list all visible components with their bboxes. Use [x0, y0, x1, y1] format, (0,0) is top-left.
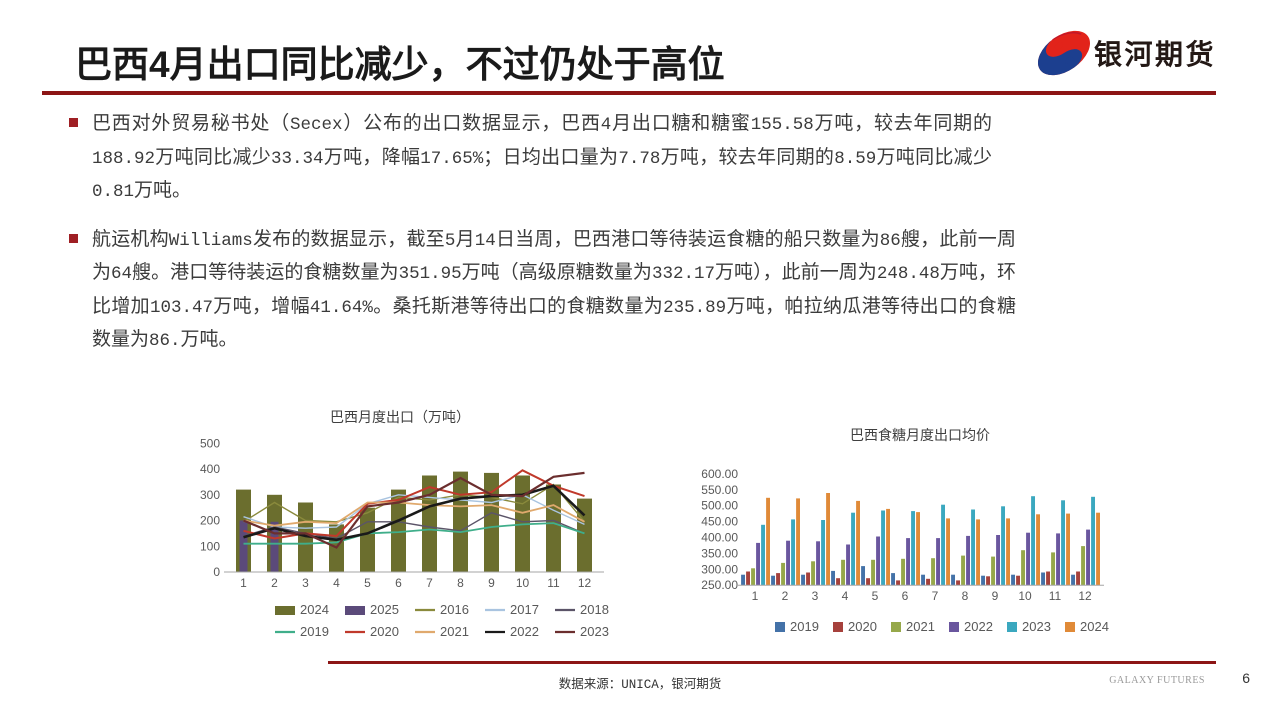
svg-text:3: 3 [812, 589, 819, 603]
svg-text:9: 9 [488, 576, 495, 590]
svg-text:11: 11 [547, 576, 560, 590]
svg-text:2019: 2019 [300, 624, 329, 639]
svg-text:8: 8 [962, 589, 969, 603]
svg-text:2020: 2020 [848, 619, 877, 634]
svg-text:550.00: 550.00 [701, 483, 738, 497]
svg-text:2018: 2018 [580, 602, 609, 617]
svg-text:2024: 2024 [300, 602, 329, 617]
svg-text:2023: 2023 [1022, 619, 1051, 634]
svg-text:巴西月度出口（万吨）: 巴西月度出口（万吨） [330, 409, 470, 425]
svg-text:2024: 2024 [1080, 619, 1109, 634]
svg-text:2019: 2019 [790, 619, 819, 634]
svg-text:300: 300 [200, 488, 220, 502]
svg-text:2016: 2016 [440, 602, 469, 617]
svg-text:4: 4 [842, 589, 849, 603]
svg-text:11: 11 [1049, 589, 1062, 603]
svg-text:6: 6 [902, 589, 909, 603]
svg-text:200: 200 [200, 514, 220, 528]
svg-text:2023: 2023 [580, 624, 609, 639]
svg-text:1: 1 [240, 576, 247, 590]
svg-text:2017: 2017 [510, 602, 539, 617]
svg-text:500.00: 500.00 [701, 499, 738, 513]
svg-text:12: 12 [1078, 589, 1092, 603]
svg-text:350.00: 350.00 [701, 546, 738, 560]
svg-text:600.00: 600.00 [701, 467, 738, 481]
svg-text:2: 2 [782, 589, 789, 603]
svg-text:2021: 2021 [440, 624, 469, 639]
svg-text:500: 500 [200, 436, 220, 450]
svg-text:2: 2 [271, 576, 278, 590]
svg-text:400: 400 [200, 462, 220, 476]
svg-text:2025: 2025 [370, 602, 399, 617]
svg-text:12: 12 [578, 576, 592, 590]
svg-text:10: 10 [516, 576, 530, 590]
svg-text:2021: 2021 [906, 619, 935, 634]
svg-text:2022: 2022 [964, 619, 993, 634]
svg-text:8: 8 [457, 576, 464, 590]
svg-text:0: 0 [213, 565, 220, 579]
svg-text:7: 7 [426, 576, 433, 590]
svg-text:100: 100 [200, 539, 220, 553]
svg-text:4: 4 [333, 576, 340, 590]
svg-text:6: 6 [395, 576, 402, 590]
svg-text:5: 5 [364, 576, 371, 590]
svg-text:10: 10 [1018, 589, 1032, 603]
svg-text:2020: 2020 [370, 624, 399, 639]
svg-text:5: 5 [872, 589, 879, 603]
svg-text:400.00: 400.00 [701, 531, 738, 545]
svg-text:1: 1 [752, 589, 759, 603]
svg-text:2022: 2022 [510, 624, 539, 639]
svg-text:250.00: 250.00 [701, 578, 738, 592]
svg-text:3: 3 [302, 576, 309, 590]
svg-text:7: 7 [932, 589, 939, 603]
svg-text:巴西食糖月度出口均价: 巴西食糖月度出口均价 [850, 427, 990, 443]
svg-text:450.00: 450.00 [701, 515, 738, 529]
svg-text:300.00: 300.00 [701, 562, 738, 576]
svg-text:9: 9 [992, 589, 999, 603]
